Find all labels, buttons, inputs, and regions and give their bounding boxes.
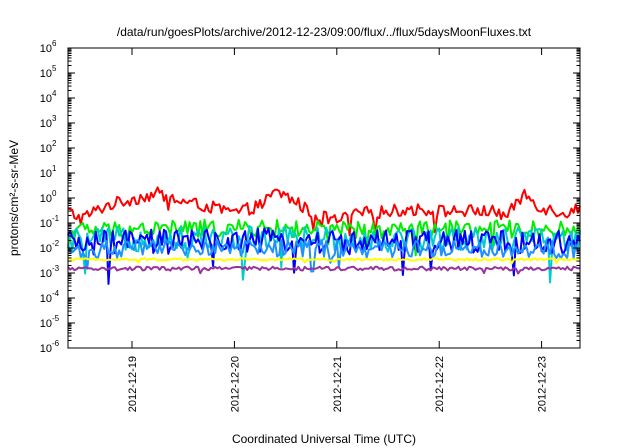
y-tick-label-base: 10 [40,143,52,155]
y-tick-label: 10 [40,93,52,105]
y-tick-label-exponent: 6 [52,39,57,48]
plot-frame [67,47,581,349]
y-tick-label-exponent: 1 [52,164,57,173]
y-tick-label-exponent: 3 [52,114,57,123]
y-tick-label: 10 [40,293,52,305]
y-tick-label: 10 [40,118,52,130]
y-tick-label-base: 10 [40,218,52,230]
axis-ticks [68,47,580,349]
y-tick-label-base: 10 [40,318,52,330]
x-tick-labels: 2012-12-19 2012-12-20 2012-12-21 2012-12-22… [127,356,549,412]
y-tick-label: 10 [40,318,52,330]
y-tick-label: 10 [40,268,52,280]
x-tick-label: 2012-12-23 [537,356,549,412]
y-tick-label-exponent: 0 [52,189,57,198]
y-tick-label: 10 [40,68,52,80]
y-tick-label: 10 [40,218,52,230]
x-tick-label: 2012-12-22 [434,356,446,412]
x-tick-label: 2012-12-21 [332,356,344,412]
chart-title: /data/run/goesPlots/archive/2012-12-23/0… [117,25,532,39]
y-tick-label-exponent: -2 [52,239,60,248]
y-tick-label-exponent: -3 [52,264,60,273]
series-lines [67,186,581,285]
y-tick-label-exponent: 4 [52,89,57,98]
y-tick-label-base: 10 [40,118,52,130]
y-tick-label-base: 10 [40,68,52,80]
x-axis-label: Coordinated Universal Time (UTC) [232,432,416,446]
y-tick-label-base: 10 [40,293,52,305]
y-axis-label: protons/cm²-s-sr-MeV [7,140,21,256]
y-tick-label: 10 [40,243,52,255]
series-line [67,218,581,257]
series-line [67,238,581,273]
y-tick-label-exponent: -5 [52,314,60,323]
y-tick-label: 10 [40,193,52,205]
y-tick-label-base: 10 [40,343,52,355]
x-tick-label: 2012-12-20 [229,356,241,412]
y-tick-label: 10 [40,343,52,355]
y-tick-label-base: 10 [40,193,52,205]
y-tick-label-base: 10 [40,268,52,280]
y-tick-label-exponent: -1 [52,214,60,223]
x-tick-label: 2012-12-19 [127,356,139,412]
y-tick-label-base: 10 [40,243,52,255]
y-tick-label: 10 [40,43,52,55]
series-line [67,257,580,265]
series-line [67,265,581,275]
y-tick-label-exponent: 5 [52,64,57,73]
y-tick-label-exponent: 2 [52,139,57,148]
series-line [67,186,581,237]
y-tick-label: 10 [40,143,52,155]
series-line [67,227,581,285]
y-tick-label-exponent: -6 [52,339,60,348]
y-tick-label-base: 10 [40,43,52,55]
y-tick-label-base: 10 [40,168,52,180]
y-tick-label: 10 [40,168,52,180]
y-tick-label-base: 10 [40,93,52,105]
y-tick-label-exponent: -4 [52,289,60,298]
